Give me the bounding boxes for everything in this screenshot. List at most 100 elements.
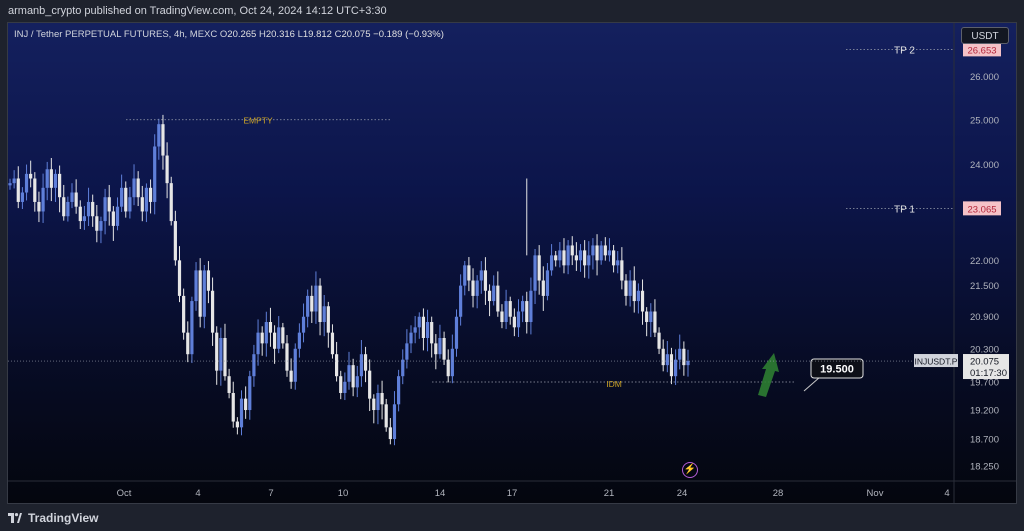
- candle: [570, 245, 574, 256]
- candle: [45, 169, 49, 188]
- y-tick-label: 20.300: [970, 344, 999, 355]
- candle: [549, 255, 554, 271]
- candle: [231, 392, 235, 422]
- countdown-text: 01:17:30: [970, 368, 1007, 379]
- candle: [430, 322, 434, 344]
- candle: [161, 124, 165, 156]
- candle: [153, 146, 157, 202]
- candle: [678, 348, 682, 360]
- candle: [41, 187, 45, 212]
- candle: [409, 332, 413, 344]
- y-tick-label: 18.700: [970, 435, 999, 446]
- candle: [446, 359, 450, 377]
- candle: [190, 301, 194, 355]
- candle: [591, 245, 595, 256]
- y-tick-label: 24.000: [970, 160, 999, 171]
- candle: [293, 348, 297, 382]
- currency-button[interactable]: USDT: [961, 27, 1009, 44]
- candle: [450, 348, 454, 377]
- candle: [264, 322, 268, 344]
- candle: [210, 290, 215, 333]
- candle: [99, 221, 103, 231]
- symbol-tag-text: INJUSDT.P: [915, 357, 958, 367]
- publisher-text: armanb_crypto published on TradingView.c…: [8, 5, 387, 17]
- candle: [442, 337, 446, 360]
- candle: [603, 245, 607, 256]
- candle: [66, 201, 70, 217]
- candle: [380, 392, 384, 405]
- candle: [268, 322, 273, 333]
- candle: [640, 290, 645, 312]
- candle: [301, 316, 306, 333]
- candle: [355, 376, 359, 388]
- symbol-tag: [914, 354, 958, 368]
- candle: [607, 250, 612, 256]
- candle: [58, 173, 62, 198]
- candle: [124, 187, 128, 212]
- candle: [471, 280, 475, 296]
- lightning-bolt-icon[interactable]: ⚡: [682, 462, 698, 478]
- candle: [194, 270, 198, 302]
- candle: [223, 337, 227, 377]
- candle: [260, 332, 264, 344]
- candle: [611, 250, 616, 266]
- ohlc-legend: INJ / Tether PERPETUAL FUTURES, 4h, MEXC…: [14, 29, 444, 40]
- x-tick-label: 21: [604, 488, 615, 499]
- candle: [148, 187, 153, 202]
- candle: [95, 216, 99, 231]
- candle: [198, 270, 202, 317]
- x-tick-label: 28: [773, 488, 784, 499]
- tp2-price-text: 26.653: [967, 45, 996, 56]
- candle: [537, 255, 541, 281]
- x-tick-label: 14: [435, 488, 446, 499]
- candle: [368, 370, 372, 399]
- candle: [512, 316, 516, 328]
- candle: [326, 306, 330, 333]
- y-tick-label: 21.500: [970, 281, 999, 292]
- candle: [487, 290, 492, 302]
- candle: [500, 311, 504, 323]
- candle: [20, 192, 25, 202]
- candle: [310, 295, 314, 312]
- candle: [136, 178, 140, 198]
- candle: [566, 245, 570, 266]
- x-tick-label: Nov: [867, 488, 884, 499]
- y-tick-label: 19.700: [970, 377, 999, 388]
- candle: [483, 270, 488, 291]
- candle: [33, 178, 37, 202]
- candle: [397, 376, 401, 405]
- candle: [82, 216, 87, 222]
- candle: [661, 348, 665, 366]
- candle: [657, 332, 661, 349]
- candle: [91, 201, 95, 217]
- y-tick-label: 19.200: [970, 406, 999, 417]
- candle: [686, 361, 690, 366]
- price-chart[interactable]: INJ / Tether PERPETUAL FUTURES, 4h, MEXC…: [8, 23, 1016, 503]
- candle: [182, 295, 186, 333]
- candle: [682, 348, 686, 366]
- candle: [351, 365, 355, 388]
- y-tick-label: 22.000: [970, 256, 999, 267]
- candle: [248, 376, 252, 411]
- candle: [281, 327, 285, 344]
- chart-panel[interactable]: INJ / Tether PERPETUAL FUTURES, 4h, MEXC…: [7, 22, 1017, 504]
- candle: [173, 221, 177, 261]
- candle: [169, 183, 173, 222]
- x-tick-label: 4: [195, 488, 200, 499]
- candle: [620, 260, 624, 281]
- target-price-box: [810, 358, 864, 379]
- candle: [177, 260, 182, 296]
- last-price-badge: [963, 354, 1009, 380]
- candle: [388, 427, 392, 440]
- candle: [434, 343, 438, 355]
- candle: [545, 270, 550, 296]
- candle: [599, 245, 603, 261]
- candle: [297, 332, 301, 349]
- candle: [459, 285, 463, 317]
- x-tick-label: 10: [338, 488, 349, 499]
- tradingview-logo[interactable]: TradingView: [8, 511, 98, 525]
- candle: [285, 343, 289, 371]
- candle: [525, 301, 529, 323]
- candle: [504, 301, 508, 323]
- candle: [206, 270, 211, 291]
